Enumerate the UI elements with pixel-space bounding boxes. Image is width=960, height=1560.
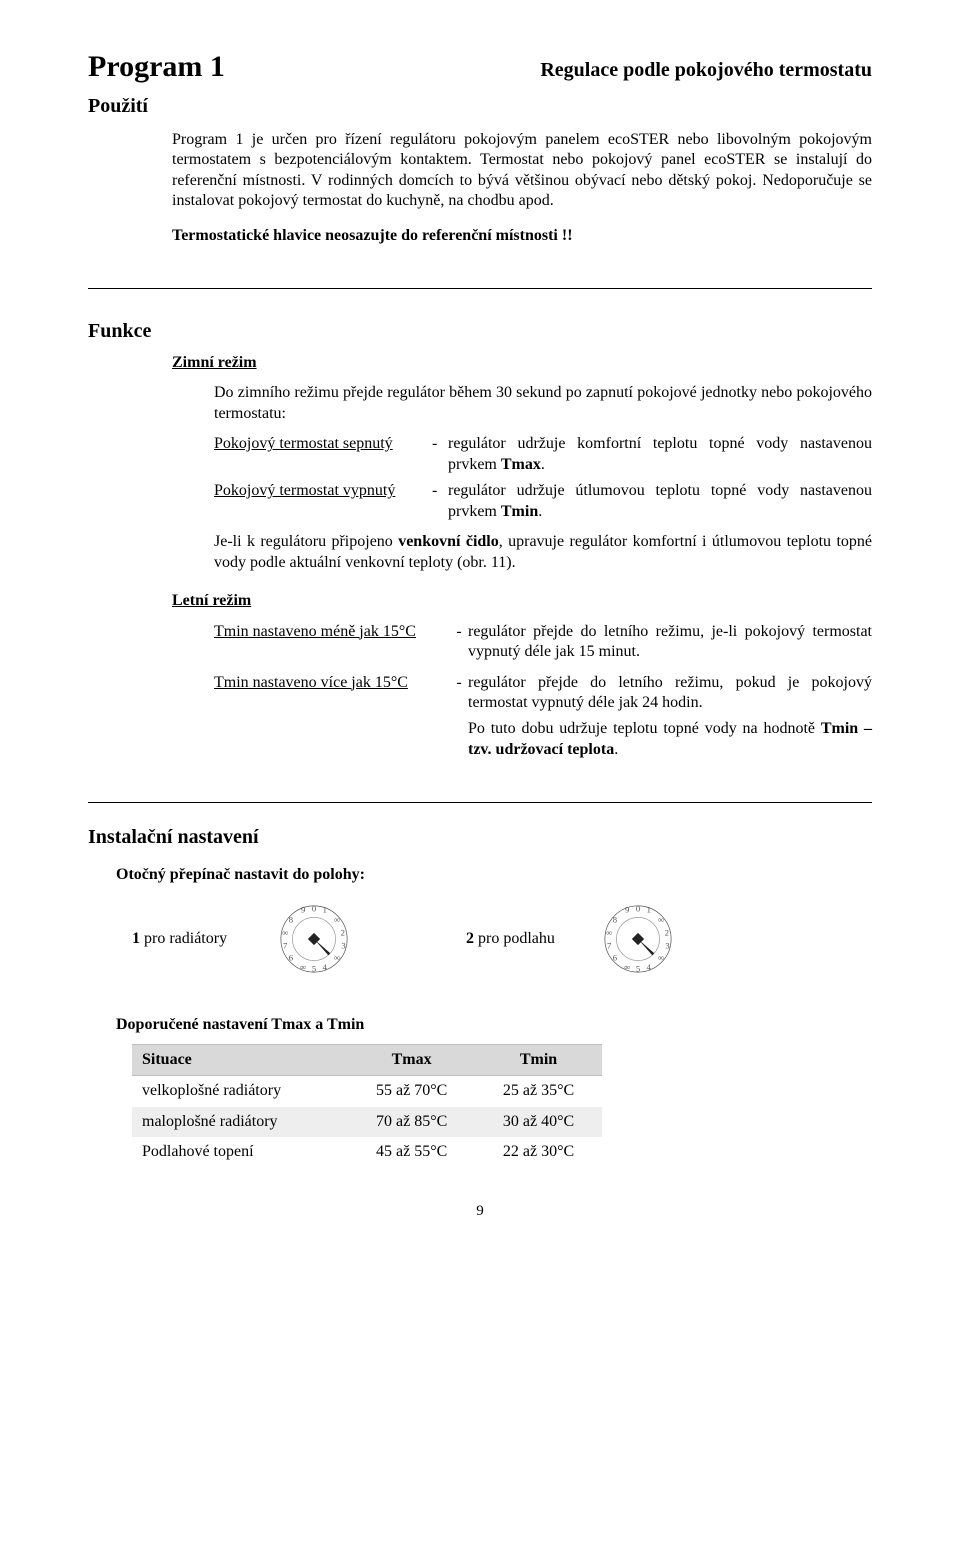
svg-text:8: 8 (613, 915, 617, 925)
svg-text:2: 2 (665, 928, 669, 938)
table-header: Tmin (475, 1044, 602, 1075)
letni-b-text1: regulátor přejde do letního režimu, poku… (468, 673, 872, 714)
svg-text:6: 6 (613, 953, 618, 963)
svg-text:∞: ∞ (624, 962, 630, 972)
svg-text:∞: ∞ (606, 928, 612, 938)
page-title-left: Program 1 (88, 48, 225, 86)
svg-text:6: 6 (289, 953, 294, 963)
svg-text:4: 4 (323, 962, 328, 972)
pouziti-para: Program 1 je určen pro řízení regulátoru… (172, 130, 872, 212)
text: pro podlahu (474, 930, 555, 947)
divider (88, 802, 872, 803)
zimni-off-text: regulátor udržuje útlumovou teplotu topn… (448, 481, 872, 522)
section-pouziti: Použití (88, 94, 872, 120)
letni-a-label: Tmin nastaveno méně jak 15°C (214, 622, 450, 663)
zimni-intro: Do zimního režimu přejde regulátor během… (214, 383, 872, 424)
otocny-label: Otočný přepínač nastavit do polohy: (116, 865, 872, 885)
dial-label-podlahu: 2 pro podlahu (466, 929, 586, 949)
dash-icon: - (450, 673, 468, 761)
svg-text:3: 3 (665, 941, 669, 951)
svg-text:∞: ∞ (658, 953, 664, 963)
svg-text:7: 7 (607, 941, 612, 951)
letni-row-a: Tmin nastaveno méně jak 15°C - regulátor… (214, 622, 872, 663)
dash-icon: - (432, 481, 448, 522)
svg-text:4: 4 (647, 962, 652, 972)
page-number: 9 (88, 1202, 872, 1221)
svg-text:∞: ∞ (300, 962, 306, 972)
table-cell: 22 až 30°C (475, 1137, 602, 1167)
svg-text:1: 1 (323, 905, 327, 915)
table-header: Situace (132, 1044, 348, 1075)
table-cell: 55 až 70°C (348, 1076, 475, 1107)
table-cell: 45 až 55°C (348, 1137, 475, 1167)
text: Je-li k regulátoru připojeno (214, 533, 398, 550)
svg-text:7: 7 (283, 941, 288, 951)
table-row: velkoplošné radiátory55 až 70°C25 až 35°… (132, 1076, 602, 1107)
rotary-dial-icon: 901 ∞23 ∞45 ∞67 ∞8 (602, 903, 674, 975)
svg-text:5: 5 (312, 964, 316, 974)
divider (88, 288, 872, 289)
text-bold: 1 (132, 930, 140, 947)
dash-icon: - (450, 622, 468, 663)
table-row: maloplošné radiátory70 až 85°C30 až 40°C (132, 1107, 602, 1137)
dial-label-radiatory: 1 pro radiátory (132, 929, 262, 949)
page-title-right: Regulace podle pokojového termostatu (540, 58, 872, 84)
svg-text:2: 2 (341, 928, 345, 938)
svg-text:∞: ∞ (334, 915, 340, 925)
section-instalacni: Instalační nastavení (88, 825, 872, 851)
svg-text:8: 8 (289, 915, 293, 925)
table-cell: 70 až 85°C (348, 1107, 475, 1137)
section-funkce: Funkce (88, 319, 872, 345)
letni-b-text2: Po tuto dobu udržuje teplotu topné vody … (468, 719, 872, 760)
svg-text:0: 0 (312, 904, 316, 914)
recommended-table: Situace Tmax Tmin velkoplošné radiátory5… (132, 1044, 602, 1168)
text-bold: Tmin (501, 503, 538, 520)
zimni-heading: Zimní režim (172, 353, 872, 373)
svg-text:5: 5 (636, 964, 640, 974)
pouziti-warning: Termostatické hlavice neosazujte do refe… (172, 226, 872, 246)
rotary-dial-icon: 901 ∞23 ∞45 ∞67 ∞8 (278, 903, 350, 975)
dash-icon: - (432, 434, 448, 475)
zimni-on-text: regulátor udržuje komfortní teplotu topn… (448, 434, 872, 475)
letni-a-text: regulátor přejde do letního režimu, je-l… (468, 622, 872, 663)
letni-heading: Letní režim (172, 591, 872, 611)
dial-row: 1 pro radiátory 901 ∞23 ∞45 ∞67 ∞8 2 pro… (132, 903, 872, 975)
svg-text:9: 9 (301, 905, 305, 915)
zimni-row-off: Pokojový termostat vypnutý - regulátor u… (214, 481, 872, 522)
letni-b-label: Tmin nastaveno více jak 15°C (214, 673, 450, 761)
svg-text:∞: ∞ (658, 915, 664, 925)
table-row: Podlahové topení45 až 55°C22 až 30°C (132, 1137, 602, 1167)
doporucene-heading: Doporučené nastavení Tmax a Tmin (116, 1015, 872, 1035)
svg-text:∞: ∞ (334, 953, 340, 963)
text-bold: 2 (466, 930, 474, 947)
text: Po tuto dobu udržuje teplotu topné vody … (468, 720, 821, 737)
zimni-on-label: Pokojový termostat sepnutý (214, 434, 432, 475)
text: . (614, 741, 618, 758)
svg-text:0: 0 (636, 904, 640, 914)
text-bold: venkovní čidlo (398, 533, 499, 550)
svg-text:9: 9 (625, 905, 629, 915)
svg-text:∞: ∞ (282, 928, 288, 938)
zimni-note: Je-li k regulátoru připojeno venkovní či… (214, 532, 872, 573)
zimni-row-on: Pokojový termostat sepnutý - regulátor u… (214, 434, 872, 475)
table-cell: velkoplošné radiátory (132, 1076, 348, 1107)
text: . (541, 456, 545, 473)
pouziti-body: Program 1 je určen pro řízení regulátoru… (172, 130, 872, 246)
table-cell: 25 až 35°C (475, 1076, 602, 1107)
table-header: Tmax (348, 1044, 475, 1075)
text-bold: Tmax (501, 456, 541, 473)
table-cell: 30 až 40°C (475, 1107, 602, 1137)
text: . (538, 503, 542, 520)
svg-text:3: 3 (341, 941, 345, 951)
svg-text:1: 1 (647, 905, 651, 915)
zimni-off-label: Pokojový termostat vypnutý (214, 481, 432, 522)
table-cell: Podlahové topení (132, 1137, 348, 1167)
text: pro radiátory (140, 930, 227, 947)
table-cell: maloplošné radiátory (132, 1107, 348, 1137)
letni-row-b: Tmin nastaveno více jak 15°C - regulátor… (214, 673, 872, 761)
